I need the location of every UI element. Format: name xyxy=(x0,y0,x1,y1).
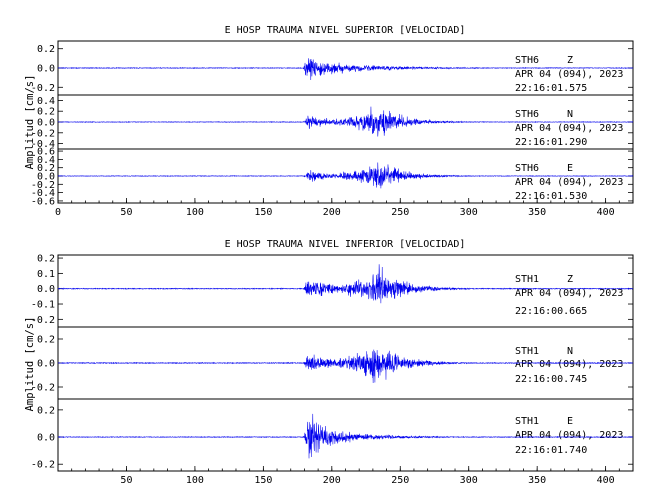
x-tick-label: 50 xyxy=(120,475,132,486)
ylabel-inferior: Amplitud [cm/s] xyxy=(24,317,36,412)
chart-inferior: E HOSP TRAUMA NIVEL INFERIOR [VELOCIDAD]… xyxy=(24,239,634,486)
station-time: 22:16:00.745 xyxy=(515,374,587,385)
y-tick-label: 0.0 xyxy=(37,359,55,370)
y-tick-label: 0.1 xyxy=(37,269,55,280)
y-tick-label: -0.2 xyxy=(31,83,55,94)
x-tick-label: 400 xyxy=(597,207,615,218)
y-tick-label: 0.0 xyxy=(37,64,55,75)
station-time: 22:16:01.740 xyxy=(515,445,587,456)
chart-superior: E HOSP TRAUMA NIVEL SUPERIOR [VELOCIDAD]… xyxy=(24,25,634,218)
y-tick-label: 0.0 xyxy=(37,172,55,183)
chart-title-superior: E HOSP TRAUMA NIVEL SUPERIOR [VELOCIDAD] xyxy=(225,25,466,36)
station-date: APR 04 (094), 2023 xyxy=(515,69,623,80)
y-tick-label: -0.2 xyxy=(31,180,55,191)
station-name: STH1 xyxy=(515,346,539,357)
panel-sth1-n: 0.2 0.0 -0.2 STH1 N APR 04 (094), 2023 22:… xyxy=(31,326,634,400)
y-tick-label: -0.2 xyxy=(31,315,55,326)
seismogram-trace xyxy=(57,413,634,459)
y-tick-label: 0.4 xyxy=(37,96,55,107)
x-tick-label: 300 xyxy=(460,207,478,218)
station-name: STH6 xyxy=(515,55,539,66)
station-time: 22:16:01.290 xyxy=(515,137,587,148)
x-axis-ticks-superior: 0 50 100 150 200 250 300 350 400 xyxy=(55,198,634,218)
y-axis-ticks: 0.2 0.1 0.0 -0.1 -0.2 xyxy=(31,254,633,326)
station-component: N xyxy=(567,109,573,120)
x-tick-label: 100 xyxy=(186,207,204,218)
x-tick-label: 250 xyxy=(391,207,409,218)
y-tick-label: 0.2 xyxy=(37,107,55,118)
y-tick-label: 0.0 xyxy=(37,284,55,295)
station-component: E xyxy=(567,163,573,174)
seismogram-trace xyxy=(57,162,634,189)
x-tick-label: 250 xyxy=(391,475,409,486)
station-time: 22:16:01.575 xyxy=(515,83,587,94)
seismogram-trace xyxy=(57,264,634,304)
station-label-block: STH1 Z APR 04 (094), 2023 22:16:00.665 xyxy=(515,274,623,317)
chart-title-inferior: E HOSP TRAUMA NIVEL INFERIOR [VELOCIDAD] xyxy=(225,239,466,250)
x-axis-ticks-inferior: 50 100 150 200 250 300 350 400 xyxy=(57,466,634,486)
station-time: 22:16:00.665 xyxy=(515,306,587,317)
station-name: STH6 xyxy=(515,163,539,174)
seismogram-trace xyxy=(57,349,634,384)
seismogram-trace xyxy=(57,58,634,81)
station-component: Z xyxy=(567,274,573,285)
y-tick-label: 0.4 xyxy=(37,155,55,166)
station-component: Z xyxy=(567,55,573,66)
y-axis-ticks: 0.60.40.20.0-0.2-0.4-0.6 xyxy=(31,147,633,207)
y-tick-label: -0.4 xyxy=(31,188,55,199)
y-tick-label: 0.2 xyxy=(37,44,55,55)
station-date: APR 04 (094), 2023 xyxy=(515,288,623,299)
x-tick-label: 300 xyxy=(460,475,478,486)
seismogram-trace xyxy=(57,106,634,137)
station-label-block: STH6 E APR 04 (094), 2023 22:16:01.530 xyxy=(515,163,623,202)
station-label-block: STH6 Z APR 04 (094), 2023 22:16:01.575 xyxy=(515,55,623,94)
y-tick-label: 0.2 xyxy=(37,163,55,174)
station-component: E xyxy=(567,416,573,427)
y-tick-label: -0.2 xyxy=(31,460,55,471)
y-tick-label: -0.2 xyxy=(31,128,55,139)
station-time: 22:16:01.530 xyxy=(515,191,587,202)
x-tick-label: 350 xyxy=(528,207,546,218)
station-label-block: STH6 N APR 04 (094), 2023 22:16:01.290 xyxy=(515,109,623,148)
station-name: STH1 xyxy=(515,274,539,285)
station-date: APR 04 (094), 2023 xyxy=(515,359,623,370)
station-label-block: STH1 N APR 04 (094), 2023 22:16:00.745 xyxy=(515,346,623,385)
station-label-block: STH1 E APR 04 (094), 2023 22:16:01.740 xyxy=(515,416,623,456)
y-tick-label: 0.0 xyxy=(37,433,55,444)
y-tick-label: -0.1 xyxy=(31,300,55,311)
x-tick-label: 200 xyxy=(323,207,341,218)
x-tick-label: 50 xyxy=(120,207,132,218)
x-tick-label: 150 xyxy=(254,207,272,218)
station-date: APR 04 (094), 2023 xyxy=(515,430,623,441)
x-tick-label: 100 xyxy=(186,475,204,486)
y-tick-label: 0.2 xyxy=(37,335,55,346)
station-name: STH6 xyxy=(515,109,539,120)
panel-sth1-e: 0.2 0.0 -0.2 STH1 E APR 04 (094), 2023 22:… xyxy=(31,398,634,472)
y-tick-label: -0.6 xyxy=(31,196,55,207)
panel-sth1-z: 0.2 0.1 0.0 -0.1 -0.2 STH1 Z APR 04 (094), 2… xyxy=(31,254,634,328)
station-date: APR 04 (094), 2023 xyxy=(515,123,623,134)
y-tick-label: -0.2 xyxy=(31,383,55,394)
y-tick-label: 0.6 xyxy=(37,147,55,158)
ylabel-superior: Amplitud [cm/s] xyxy=(24,75,36,170)
station-name: STH1 xyxy=(515,416,539,427)
y-tick-label: 0.0 xyxy=(37,118,55,129)
station-date: APR 04 (094), 2023 xyxy=(515,177,623,188)
x-tick-label: 200 xyxy=(323,475,341,486)
y-tick-label: -0.4 xyxy=(31,139,55,150)
x-tick-label: 0 xyxy=(55,207,61,218)
station-component: N xyxy=(567,346,573,357)
x-tick-label: 350 xyxy=(528,475,546,486)
y-tick-label: 0.2 xyxy=(37,405,55,416)
x-tick-label: 150 xyxy=(254,475,272,486)
y-tick-label: 0.2 xyxy=(37,254,55,265)
panel-sth6-n: 0.40.20.0-0.2-0.4 STH6 N APR 04 (094), 2… xyxy=(31,94,634,150)
x-tick-label: 400 xyxy=(597,475,615,486)
